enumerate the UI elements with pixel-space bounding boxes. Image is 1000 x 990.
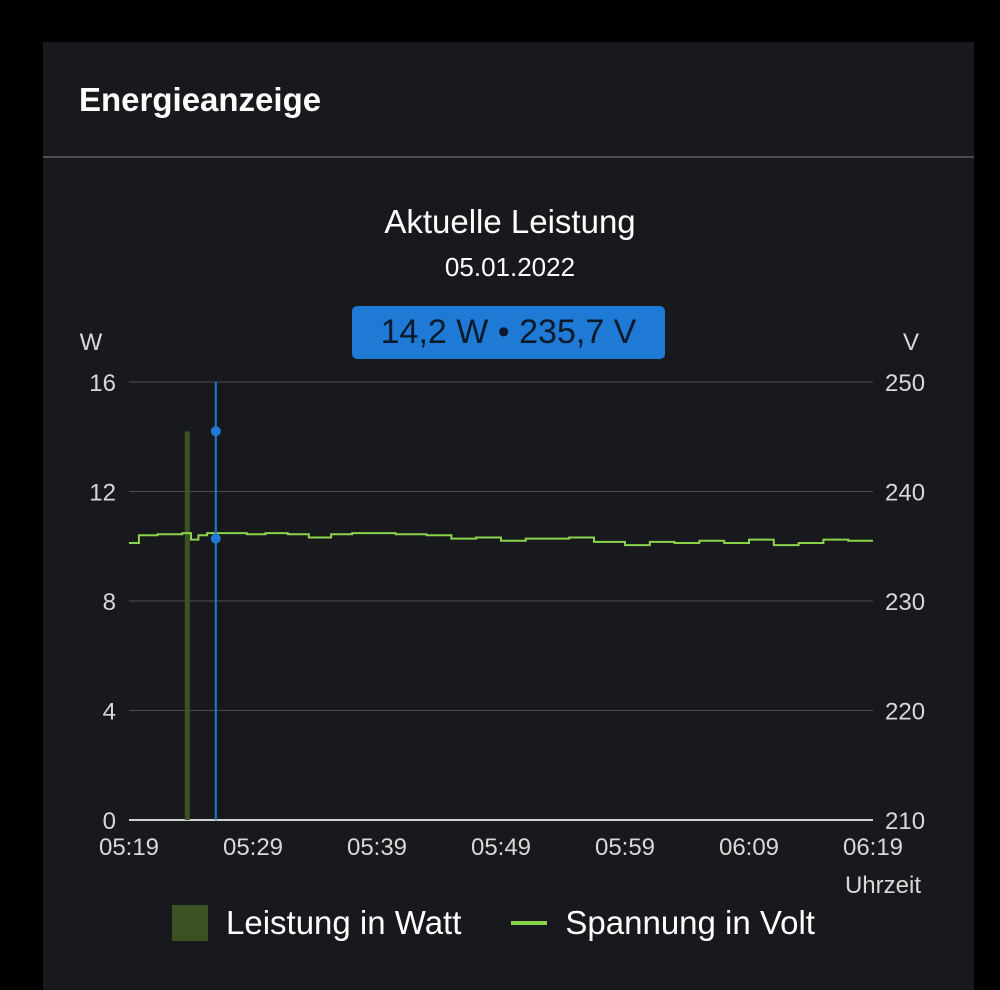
x-tick-label: 05:49 [471, 834, 531, 861]
legend-item-watt[interactable]: Leistung in Watt [172, 904, 461, 942]
legend-swatch-watt [172, 905, 208, 941]
x-tick-label: 06:09 [719, 834, 779, 861]
cursor-marker-watt [210, 426, 221, 437]
y-left-tick-label: 12 [89, 480, 116, 507]
x-tick-label: 05:39 [347, 834, 407, 861]
legend-swatch-volt [511, 921, 548, 925]
chart-legend: Leistung in Watt Spannung in Volt [172, 900, 815, 946]
x-tick-label: 06:19 [843, 834, 903, 861]
legend-label-watt: Leistung in Watt [226, 904, 462, 941]
y-right-tick-label: 230 [885, 589, 925, 616]
y-left-tick-label: 8 [103, 589, 116, 616]
watt-bar [184, 431, 190, 820]
energy-card: Energieanzeige [43, 42, 974, 990]
y-right-axis-label: V [903, 329, 919, 356]
y-left-axis-label: W [80, 329, 103, 356]
value-tooltip: 14,2 W • 235,7 V [352, 306, 665, 359]
y-left-tick-label: 0 [103, 808, 116, 835]
legend-label-volt: Spannung in Volt [565, 904, 815, 941]
y-right-tick-label: 210 [885, 808, 925, 835]
voltage-line [129, 532, 873, 547]
x-tick-label: 05:29 [223, 834, 283, 861]
x-tick-label: 05:19 [99, 834, 159, 861]
y-right-tick-label: 250 [885, 370, 925, 397]
x-tick-label: 05:59 [595, 834, 655, 861]
card-title: Energieanzeige [79, 81, 322, 118]
card-header: Energieanzeige [43, 42, 974, 158]
cursor-marker-volt [210, 533, 221, 544]
y-left-tick-label: 4 [103, 699, 116, 726]
legend-item-volt[interactable]: Spannung in Volt [511, 904, 815, 942]
y-left-tick-label: 16 [89, 370, 116, 397]
y-right-tick-label: 220 [885, 699, 925, 726]
x-axis-label: Uhrzeit [845, 872, 921, 899]
tooltip-text: 14,2 W • 235,7 V [380, 313, 637, 351]
chart-subtitle: 05.01.2022 [445, 252, 575, 282]
chart-title: Aktuelle Leistung [384, 203, 635, 240]
y-right-tick-label: 240 [885, 480, 925, 507]
